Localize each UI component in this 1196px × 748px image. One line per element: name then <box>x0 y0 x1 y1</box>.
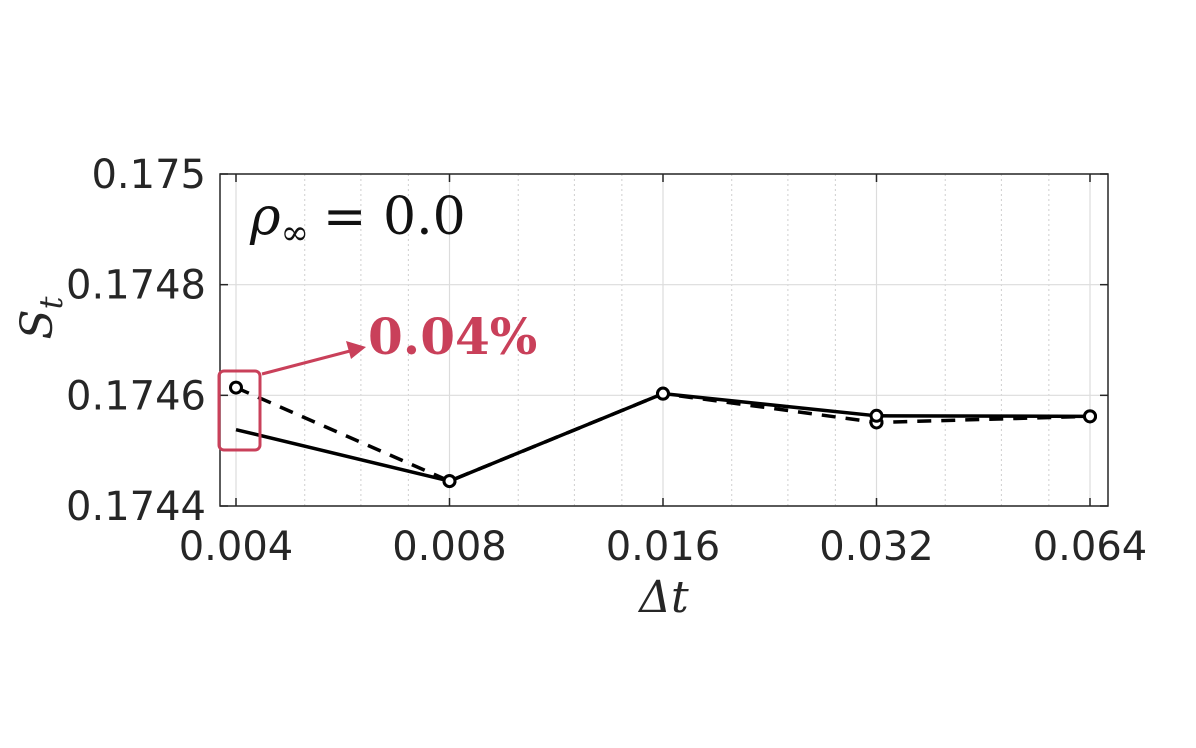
highlight-box <box>217 369 262 452</box>
data-point <box>869 408 884 423</box>
arrow-head-icon <box>346 341 366 359</box>
svg-text:St: St <box>12 296 70 339</box>
y-tick-label: 0.1746 <box>66 373 206 419</box>
rho-subscript: ∞ <box>281 213 309 253</box>
y-axis-label-main: S <box>12 309 63 339</box>
series-lines <box>229 380 1097 489</box>
y-tick-label: 0.175 <box>91 152 206 198</box>
x-tick-label: 0.064 <box>1033 524 1148 570</box>
data-point <box>656 386 670 401</box>
plot-area-frame <box>219 173 1109 507</box>
rho-value: = 0.0 <box>323 187 466 247</box>
difference-label: 0.04% <box>368 307 537 366</box>
data-point <box>442 474 457 489</box>
y-tick-label: 0.1744 <box>66 484 206 530</box>
x-tick-label: 0.008 <box>392 524 507 570</box>
x-tick-label: 0.004 <box>179 524 294 570</box>
x-axis-label: Δt <box>637 572 689 623</box>
data-point <box>1083 409 1097 424</box>
rho-symbol: ρ <box>249 187 281 247</box>
rho-annotation: ρ∞ = 0.0 <box>249 187 466 253</box>
y-tick-label: 0.1748 <box>66 263 206 309</box>
x-tick-label: 0.032 <box>819 524 934 570</box>
x-tick-label: 0.016 <box>606 524 721 570</box>
axis-ticks: 0.004 0.008 0.016 0.032 0.064 0.1744 0.1746 0.1… <box>66 152 1147 570</box>
highlight-arrow <box>261 349 351 376</box>
y-axis-label-subscript: t <box>32 296 70 309</box>
y-axis-label: St <box>12 296 70 339</box>
data-point <box>229 380 243 395</box>
